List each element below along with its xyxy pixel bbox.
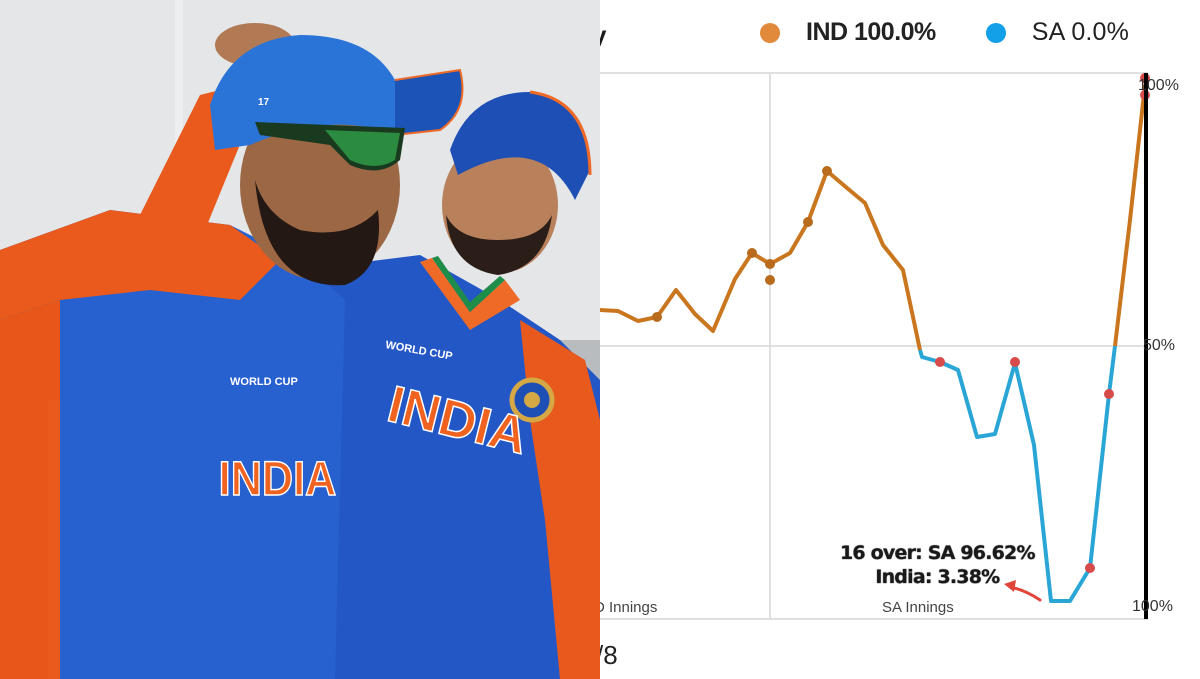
svg-text:WORLD CUP: WORLD CUP — [230, 376, 298, 388]
chart-annotation: 16 over: SA 96.62% India: 3.38% — [840, 541, 1036, 589]
svg-text:17: 17 — [258, 97, 270, 108]
chart-legend: IND 100.0% SA 0.0% — [760, 18, 1179, 47]
players-illustration: 17 WORLD CUP WORLD CUP INDIA INDIA — [0, 0, 600, 679]
jersey-text-left: INDIA — [219, 452, 337, 506]
annotation-line-1: 16 over: SA 96.62% — [840, 542, 1036, 564]
y-axis-label-mid: 50% — [1143, 337, 1176, 354]
legend-label-sa: SA 0.0% — [1031, 18, 1130, 46]
legend-label-ind: IND 100.0% — [806, 18, 936, 46]
ind-final-surge-line — [1113, 84, 1147, 347]
ind-probability-line — [600, 169, 922, 351]
chart-title-fragment: y — [600, 20, 606, 51]
sa-innings-label: SA Innings — [882, 599, 954, 616]
ind-innings-label: D Innings — [600, 599, 658, 616]
score-fragment: /8 — [600, 640, 618, 670]
ind-dot-icon — [760, 22, 780, 43]
legend-item-ind[interactable]: IND 100.0% — [760, 18, 936, 47]
win-probability-chart: y IND 100.0% SA 0.0% — [600, 0, 1200, 679]
sa-dot-icon — [985, 22, 1006, 43]
annotation-line-2: India: 3.38% — [875, 566, 1000, 588]
y-axis-label-top: 100% — [1138, 77, 1179, 94]
y-axis-label-bottom: 100% — [1132, 598, 1173, 615]
chart-plot-area — [600, 72, 1150, 620]
legend-item-sa[interactable]: SA 0.0% — [985, 18, 1130, 47]
ind-wicket-markers — [652, 166, 832, 322]
players-photo: 17 WORLD CUP WORLD CUP INDIA INDIA — [0, 0, 600, 679]
